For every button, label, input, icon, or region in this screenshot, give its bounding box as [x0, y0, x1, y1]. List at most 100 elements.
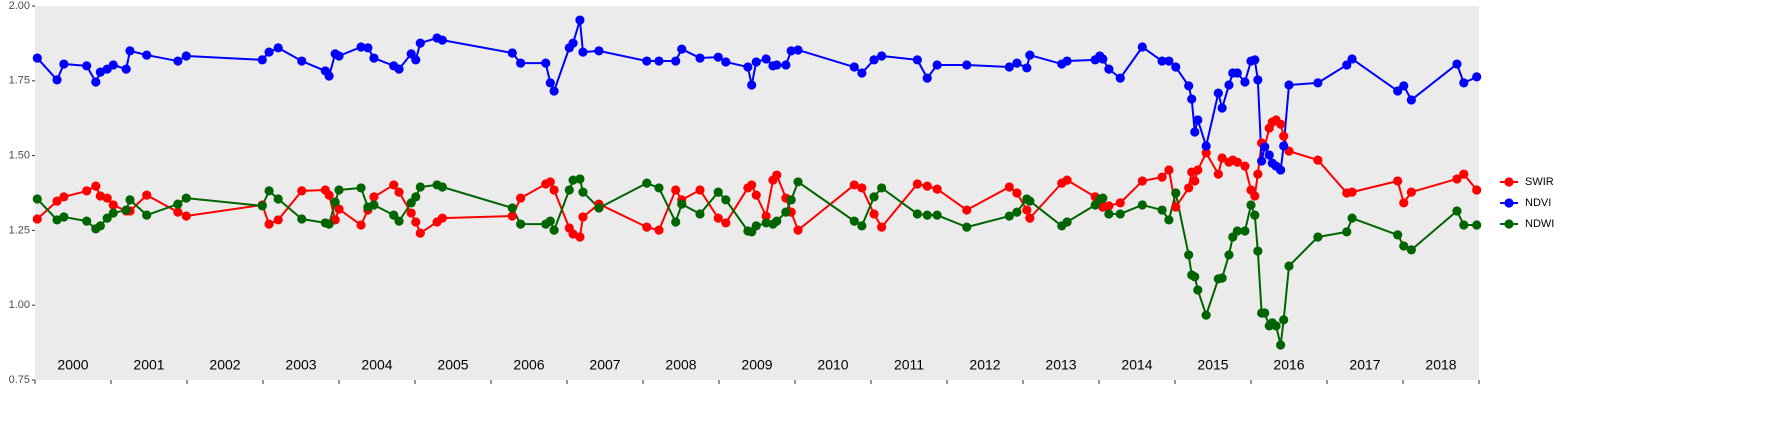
year-label: 2012	[969, 357, 1000, 373]
legend-label: NDVI	[1525, 197, 1551, 209]
data-point	[1260, 308, 1270, 318]
data-point	[1250, 55, 1260, 65]
data-point	[1459, 78, 1469, 88]
data-point	[91, 77, 101, 87]
data-point	[369, 53, 379, 63]
data-point	[1284, 261, 1294, 271]
data-point	[713, 52, 723, 62]
data-point	[549, 225, 559, 235]
data-point	[181, 193, 191, 203]
data-point	[1004, 182, 1014, 192]
data-point	[334, 51, 344, 61]
legend-label: NDWI	[1525, 218, 1554, 230]
year-label: 2002	[209, 357, 240, 373]
data-point	[1250, 191, 1260, 201]
data-point	[932, 60, 942, 70]
data-point	[389, 180, 399, 190]
data-point	[1253, 246, 1263, 256]
data-point	[1098, 54, 1108, 64]
data-point	[59, 59, 69, 69]
data-point	[1115, 198, 1125, 208]
y-tick-label: 0.75	[9, 374, 30, 386]
data-point	[564, 185, 574, 195]
data-point	[1276, 340, 1286, 350]
data-point	[142, 210, 152, 220]
data-point	[1025, 213, 1035, 223]
data-point	[549, 185, 559, 195]
year-label: 2013	[1045, 357, 1076, 373]
data-point	[1012, 188, 1022, 198]
data-point	[1164, 165, 1174, 175]
data-point	[772, 216, 782, 226]
data-point	[1276, 119, 1286, 129]
data-point	[695, 53, 705, 63]
data-point	[1452, 174, 1462, 184]
data-point	[1313, 232, 1323, 242]
data-point	[1115, 209, 1125, 219]
data-point	[389, 210, 399, 220]
data-point	[1347, 54, 1357, 64]
data-point	[1253, 169, 1263, 179]
data-point	[857, 68, 867, 78]
data-point	[1224, 80, 1234, 90]
year-label: 2009	[741, 357, 772, 373]
data-point	[437, 35, 447, 45]
data-point	[1393, 86, 1403, 96]
data-point	[1184, 81, 1194, 91]
data-point	[1137, 200, 1147, 210]
data-point	[1190, 127, 1200, 137]
year-label: 2007	[589, 357, 620, 373]
data-point	[1184, 183, 1194, 193]
data-point	[922, 73, 932, 83]
data-point	[406, 208, 416, 218]
data-point	[121, 64, 131, 74]
data-point	[781, 207, 791, 217]
data-point	[1313, 155, 1323, 165]
data-point	[32, 214, 42, 224]
data-point	[713, 187, 723, 197]
data-point	[1171, 62, 1181, 72]
data-point	[1342, 227, 1352, 237]
data-point	[273, 194, 283, 204]
data-point	[747, 180, 757, 190]
year-label: 2005	[437, 357, 468, 373]
data-point	[747, 80, 757, 90]
data-point	[369, 192, 379, 202]
data-point	[877, 222, 887, 232]
data-point	[264, 47, 274, 57]
data-point	[1217, 103, 1227, 113]
data-point	[721, 218, 731, 228]
data-point	[369, 200, 379, 210]
data-point	[671, 185, 681, 195]
data-point	[324, 219, 334, 229]
data-point	[877, 51, 887, 61]
data-point	[108, 60, 118, 70]
data-point	[751, 221, 761, 231]
data-point	[1406, 95, 1416, 105]
data-point	[1260, 142, 1270, 152]
data-point	[1213, 88, 1223, 98]
data-point	[1004, 62, 1014, 72]
data-point	[1393, 176, 1403, 186]
data-point	[1115, 73, 1125, 83]
data-point	[642, 56, 652, 66]
data-point	[578, 212, 588, 222]
year-label: 2011	[894, 357, 924, 373]
data-point	[932, 210, 942, 220]
data-point	[507, 48, 517, 58]
data-point	[415, 228, 425, 238]
data-point	[1240, 226, 1250, 236]
data-point	[549, 86, 559, 96]
data-point	[257, 55, 267, 65]
data-point	[297, 186, 307, 196]
data-point	[1171, 202, 1181, 212]
data-point	[181, 211, 191, 221]
data-point	[142, 50, 152, 60]
data-point	[751, 190, 761, 200]
data-point	[1240, 77, 1250, 87]
data-point	[108, 208, 118, 218]
data-point	[545, 78, 555, 88]
data-point	[877, 183, 887, 193]
year-label: 2010	[817, 357, 848, 373]
